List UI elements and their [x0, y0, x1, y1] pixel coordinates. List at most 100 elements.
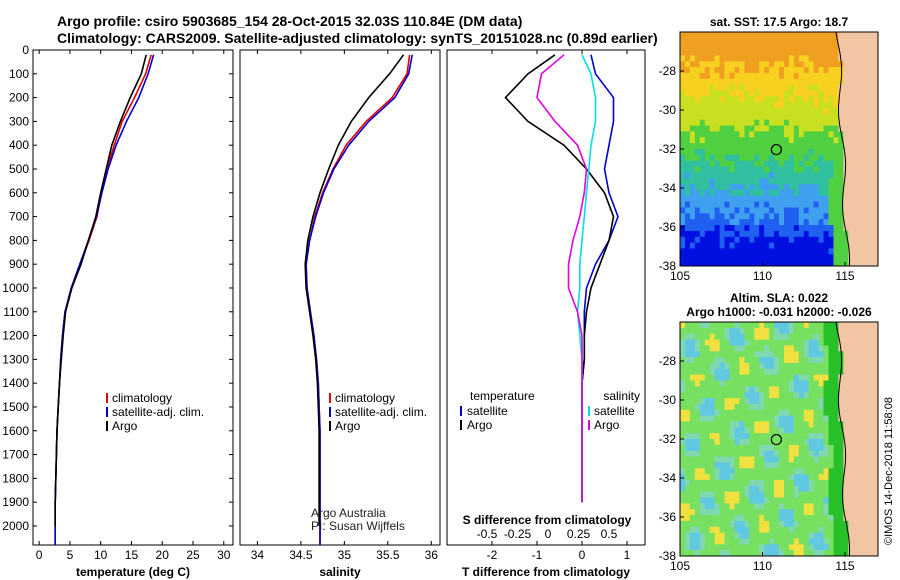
map-cell	[853, 96, 859, 103]
map-cell	[734, 160, 740, 167]
map-cell	[739, 119, 745, 127]
map-cell	[754, 503, 760, 510]
map-cell	[803, 72, 810, 80]
map-cell	[818, 230, 824, 238]
map-cell	[793, 368, 800, 376]
map-cell	[714, 154, 720, 162]
map-cell	[694, 178, 701, 185]
map-cell	[774, 119, 780, 127]
map-cell	[769, 61, 775, 68]
map-cell	[784, 526, 790, 534]
map-cell	[808, 357, 815, 364]
map-cell	[803, 462, 810, 469]
map-cell	[739, 357, 745, 364]
map-cell	[803, 96, 810, 103]
map-cell	[798, 509, 805, 516]
map-cell	[843, 497, 849, 504]
map-cell	[680, 357, 686, 364]
map-cell	[843, 409, 849, 417]
map-cell	[843, 32, 849, 39]
map-cell	[714, 409, 720, 417]
map-cell	[704, 84, 711, 91]
map-cell	[853, 339, 859, 346]
map-cell	[689, 236, 696, 244]
map-cell	[724, 403, 730, 411]
map-cell	[843, 327, 849, 335]
map-cell	[704, 339, 711, 346]
map-cell	[769, 544, 775, 551]
map-cell	[863, 456, 869, 463]
map-cell	[848, 254, 854, 261]
map-cell	[788, 409, 795, 417]
map-cell	[779, 538, 785, 545]
map-cell	[843, 456, 849, 463]
map-cell	[719, 254, 725, 261]
map-cell	[823, 225, 829, 232]
map-cell	[833, 189, 839, 197]
map-cell	[838, 166, 844, 173]
map-cell	[769, 444, 775, 452]
map-cell	[749, 72, 755, 80]
map-cell	[764, 154, 770, 162]
map-cell	[779, 248, 785, 255]
map-cell	[714, 433, 720, 440]
map-cell	[803, 125, 810, 132]
map-cell	[694, 462, 701, 469]
map-cell	[788, 544, 795, 551]
map-cell	[838, 37, 844, 45]
map-cell	[803, 544, 810, 551]
map-cell	[754, 178, 760, 185]
map-cell	[784, 195, 790, 203]
map-cell	[818, 509, 824, 516]
map-cell	[833, 49, 839, 56]
map-cell	[774, 225, 780, 232]
map-cell	[769, 248, 775, 255]
map-cell	[833, 55, 839, 62]
map-cell	[843, 72, 849, 80]
map-cell	[828, 497, 834, 504]
map-cell	[784, 32, 790, 39]
map-cell	[714, 67, 720, 74]
map-cell	[749, 368, 755, 376]
map-cell	[685, 260, 691, 267]
map-cell	[784, 450, 790, 457]
map-cell	[719, 84, 725, 91]
map-cell	[858, 201, 864, 208]
map-cell	[863, 474, 869, 481]
map-cell	[843, 403, 849, 411]
map-cell	[694, 374, 701, 381]
map-cell	[833, 509, 839, 516]
map-cell	[788, 131, 795, 138]
map-cell	[764, 108, 770, 115]
map-cell	[798, 491, 805, 498]
map-cell	[769, 184, 775, 191]
map-cell	[699, 456, 706, 463]
map-cell	[749, 242, 755, 249]
map-cell	[729, 327, 735, 335]
map-cell	[828, 72, 834, 80]
map-cell	[709, 225, 716, 232]
map-cell	[873, 503, 879, 510]
map-cell	[685, 230, 691, 238]
map-cell	[828, 421, 834, 428]
map-cell	[779, 550, 785, 557]
map-cell	[680, 474, 686, 481]
map-cell	[724, 327, 730, 335]
map-cell	[798, 474, 805, 481]
map-cell	[823, 322, 829, 329]
map-cell	[784, 550, 790, 557]
map-cell	[724, 49, 730, 56]
map-cell	[754, 143, 760, 150]
map-cell	[744, 90, 750, 97]
map-cell	[868, 154, 874, 162]
map-cell	[729, 386, 735, 393]
map-cell	[754, 84, 760, 91]
map-cell	[828, 491, 834, 498]
map-cell	[873, 131, 879, 138]
map-cell	[833, 327, 839, 335]
map-cell	[685, 462, 691, 469]
map-cell	[714, 532, 720, 539]
map-cell	[724, 113, 730, 121]
map-cell	[709, 195, 716, 203]
map-cell	[798, 102, 805, 109]
